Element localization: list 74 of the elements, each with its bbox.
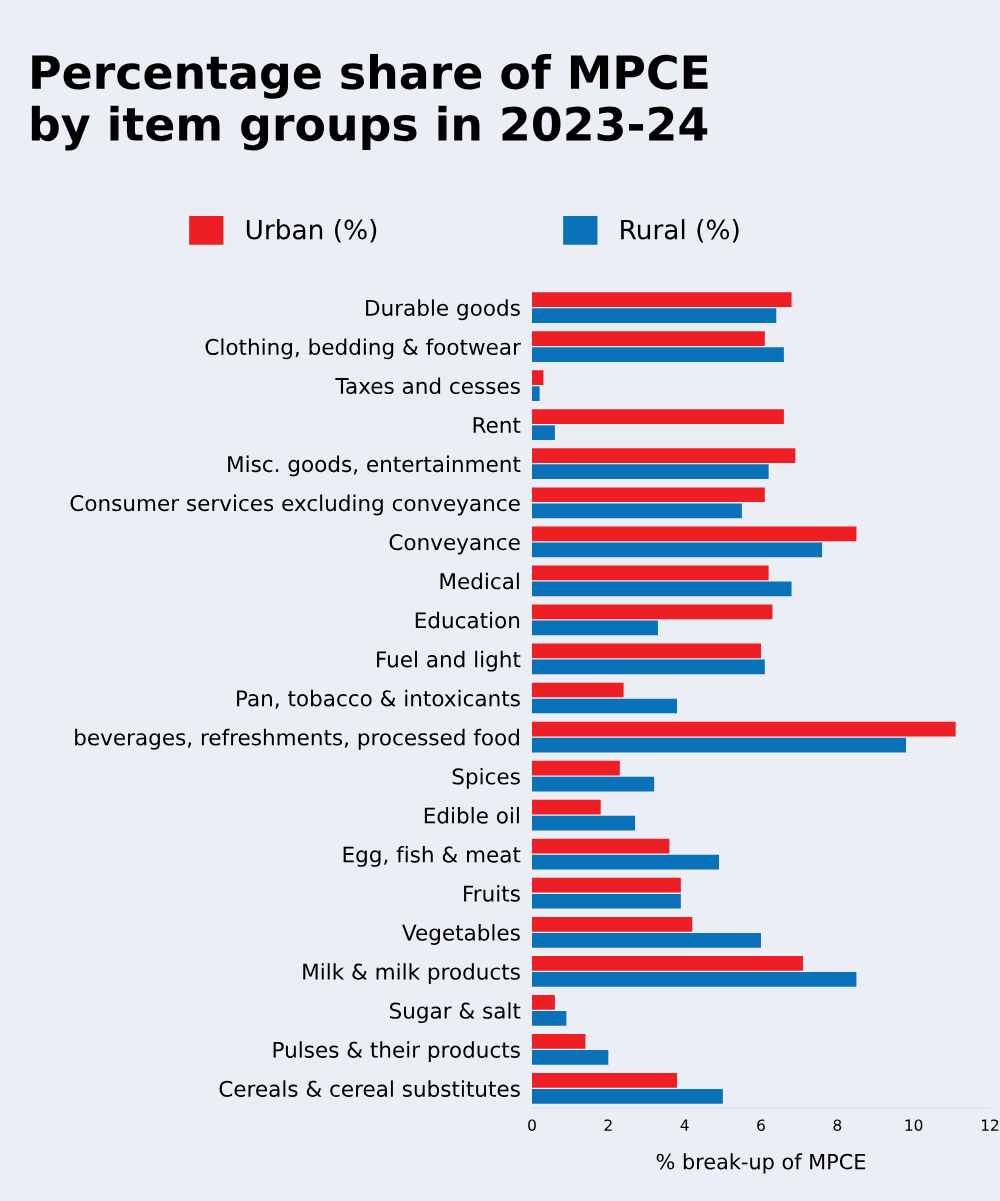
bar: [532, 995, 555, 1010]
bar: [532, 877, 681, 893]
y-tick-label: Education: [415, 611, 520, 629]
bar: [532, 542, 823, 558]
bar: [532, 698, 678, 714]
y-tick-label: Clothing, bedding & footwear: [205, 338, 521, 360]
y-tick-label: Durable goods: [366, 299, 520, 321]
x-axis-title: % break-up of MPCE: [656, 1153, 866, 1174]
y-tick-label: beverages, refreshments, processed food: [75, 728, 519, 750]
bar: [532, 971, 857, 987]
y-tick-label: Fuel and light: [377, 650, 521, 672]
bar: [532, 815, 636, 831]
bar: [532, 955, 803, 971]
bar: [532, 620, 658, 636]
bar: [532, 347, 784, 362]
bar: [532, 604, 773, 620]
bar: [532, 916, 693, 932]
y-tick-label: Fruits: [464, 885, 520, 902]
bar: [532, 503, 742, 519]
bar: [532, 487, 765, 503]
bar: [532, 1073, 678, 1088]
y-tick-label: Taxes and cesses: [335, 377, 520, 395]
x-tick-label: 8: [833, 1119, 842, 1131]
y-tick-label: Pulses & their products: [273, 1041, 520, 1063]
bar: [532, 854, 720, 870]
y-tick-label: Sugar & salt: [389, 1002, 521, 1024]
bar: [532, 448, 796, 464]
bar: [532, 893, 681, 909]
bar: [532, 526, 857, 542]
bar: [532, 1034, 586, 1049]
y-tick-label: Vegetables: [402, 924, 520, 945]
y-tick-label: Misc. goods, entertainment: [228, 455, 521, 477]
y-tick-label: Rent: [473, 417, 521, 434]
bar: [532, 838, 670, 854]
bar: [532, 799, 601, 815]
legend-label: Urban (%): [246, 219, 377, 243]
bar: [532, 464, 769, 480]
legend-label: Rural (%): [621, 219, 739, 243]
y-tick-label: Spices: [452, 767, 520, 789]
chart-title: Percentage share of MPCE by item groups in 2023-24: [31, 54, 708, 151]
y-tick-label: Pan, tobacco & intoxicants: [237, 689, 520, 709]
bar: [532, 565, 769, 581]
bar: [532, 1011, 567, 1026]
x-tick-label: 6: [757, 1119, 765, 1131]
bar: [532, 409, 784, 425]
x-tick-label: 12: [981, 1119, 999, 1131]
x-tick-label: 0: [528, 1119, 536, 1131]
bar: [532, 581, 792, 597]
bar: [532, 659, 765, 675]
bar: [532, 292, 792, 307]
bar: [532, 737, 907, 753]
bar: [532, 643, 761, 659]
y-tick-label: Cereals & cereal substitutes: [219, 1080, 520, 1097]
x-tick-label: 2: [604, 1119, 612, 1131]
x-tick-label: 4: [680, 1119, 689, 1131]
bar: [532, 386, 540, 401]
bar: [532, 1089, 723, 1104]
bar: [532, 682, 624, 698]
bar: [532, 308, 777, 323]
bar: [532, 760, 620, 776]
bar: [532, 370, 544, 385]
y-tick-label: Conveyance: [389, 534, 520, 555]
y-tick-label: Medical: [440, 572, 519, 590]
bar: [532, 331, 765, 346]
bar: [532, 425, 555, 441]
y-tick-label: Egg, fish & meat: [343, 846, 521, 867]
bar: [532, 776, 655, 792]
y-tick-label: Edible oil: [424, 806, 519, 824]
y-tick-label: Consumer services excluding conveyance: [70, 494, 520, 516]
bar: [532, 1050, 609, 1065]
y-tick-label: Milk & milk products: [303, 963, 520, 984]
x-tick-label: 10: [905, 1119, 923, 1131]
bar: [532, 721, 956, 737]
bar: [532, 932, 761, 948]
